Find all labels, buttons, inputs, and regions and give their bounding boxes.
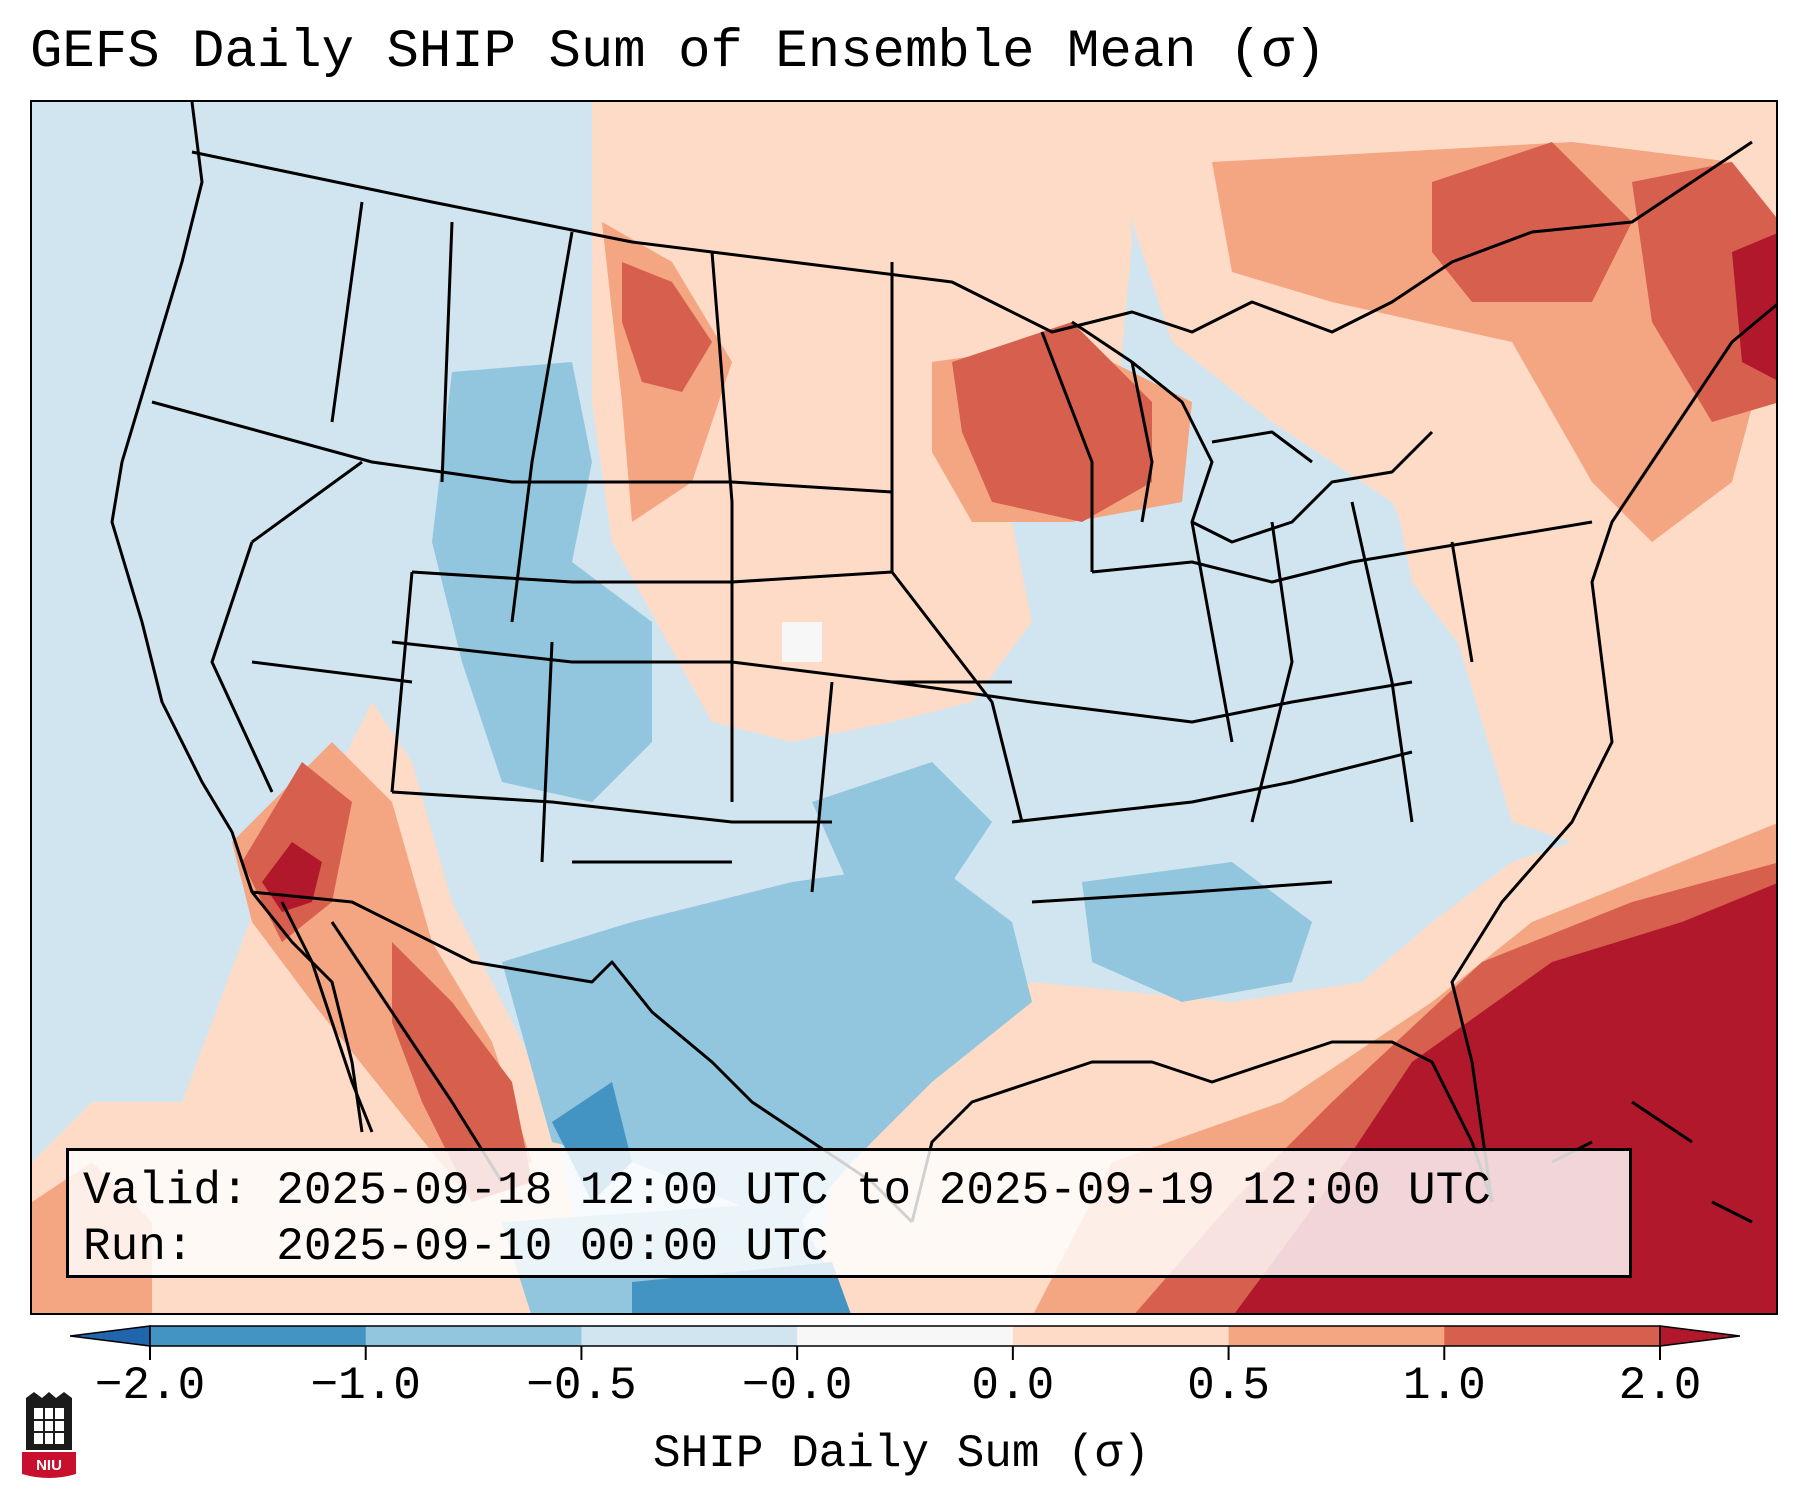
colorbar-tick-label: 2.0 xyxy=(1618,1360,1702,1412)
anomaly-region-southeast-negative xyxy=(1082,862,1312,1002)
state-lines-vertical xyxy=(210,201,1474,893)
coastline-west xyxy=(110,102,364,1133)
colorbar-tick-label: −0.0 xyxy=(741,1360,853,1412)
anomaly-region-sonora-positive xyxy=(392,942,532,1202)
colorbar-tick-label: −0.5 xyxy=(526,1360,637,1412)
colorbar-bin xyxy=(581,1326,798,1346)
anomaly-region-texas-negative xyxy=(502,862,1032,1232)
valid-row: Valid: 2025-09-18 12:00 UTC to 2025-09-1… xyxy=(83,1163,1615,1219)
atlantic-coast xyxy=(1450,303,1776,1203)
state-lines-horizontal xyxy=(151,400,1593,904)
anomaly-region-rockies-negative xyxy=(432,362,652,802)
colorbar-bin xyxy=(365,1326,582,1346)
map-panel xyxy=(30,100,1778,1315)
colorbar-ticks xyxy=(149,1346,1661,1360)
great-lakes xyxy=(1071,320,1434,544)
anomaly-region-quebec-positive xyxy=(1432,142,1632,302)
colorbar-bins xyxy=(70,1325,1740,1347)
colorbar xyxy=(70,1325,1740,1360)
anomaly-region-canada-positive xyxy=(1212,142,1776,542)
colorbar-tick-label: 0.5 xyxy=(1187,1360,1270,1412)
colorbar-label: SHIP Daily Sum (σ) xyxy=(653,1428,1150,1480)
anomaly-region-newengland-extreme xyxy=(1732,233,1776,380)
ship-anomaly-map xyxy=(32,102,1776,1313)
colorbar-tick-label: 0.0 xyxy=(971,1360,1055,1412)
anomaly-region-maine-positive xyxy=(1632,162,1776,422)
valid-label: Valid: xyxy=(83,1165,249,1217)
anomaly-region-oklahoma-negative xyxy=(812,762,992,892)
run-label: Run: xyxy=(83,1221,194,1273)
colorbar-under-arrow xyxy=(70,1325,151,1347)
run-row: Run: 2025-09-10 00:00 UTC xyxy=(83,1219,1615,1275)
us-canada-border xyxy=(191,140,1753,334)
anomaly-region-wisconsin-positive xyxy=(952,322,1152,522)
run-time: 2025-09-10 00:00 UTC xyxy=(276,1221,829,1273)
svg-text:NIU: NIU xyxy=(36,1457,62,1474)
colorbar-tick-label: −1.0 xyxy=(310,1360,421,1412)
colorbar-bin xyxy=(150,1326,367,1346)
validity-info-box: Valid: 2025-09-18 12:00 UTC to 2025-09-1… xyxy=(66,1148,1632,1278)
colorbar-bin xyxy=(1228,1326,1445,1346)
colorbar-bin xyxy=(797,1326,1014,1346)
coastline-baja xyxy=(280,901,504,1183)
anomaly-field xyxy=(32,102,1776,1313)
map-title: GEFS Daily SHIP Sum of Ensemble Mean (σ) xyxy=(30,22,1327,83)
colorbar-bin xyxy=(1012,1326,1230,1346)
colorbar-bin xyxy=(1444,1326,1661,1346)
niu-logo: NIU xyxy=(22,1392,76,1478)
colorbar-outline xyxy=(149,1325,1661,1347)
anomaly-region-mid-atlantic-positive xyxy=(1382,432,1592,662)
anomaly-region-montana-positive xyxy=(622,262,712,392)
colorbar-tick-label: 1.0 xyxy=(1402,1360,1486,1412)
valid-time: 2025-09-18 12:00 UTC to 2025-09-19 12:00… xyxy=(276,1165,1491,1217)
colorbar-tick-label: −2.0 xyxy=(94,1360,206,1412)
gulf-coast xyxy=(910,1040,1494,1223)
anomaly-region-near-zero xyxy=(782,622,822,662)
colorbar-over-arrow xyxy=(1659,1325,1740,1347)
